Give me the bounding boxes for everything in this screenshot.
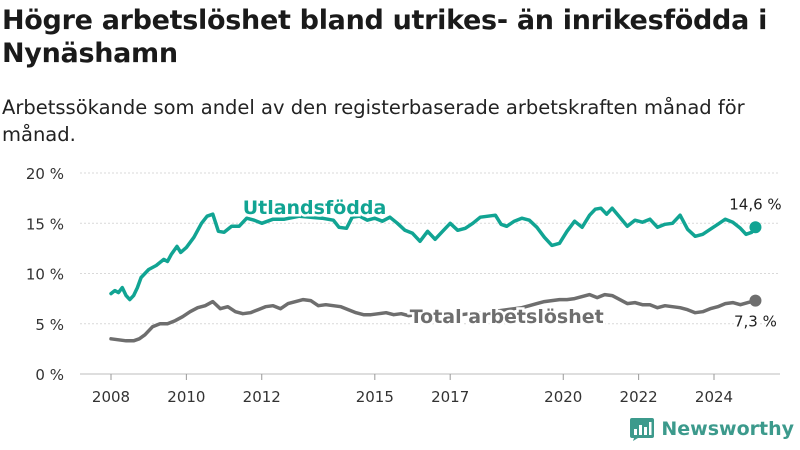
y-tick-label: 10 %	[26, 266, 64, 284]
y-tick-label: 0 %	[35, 366, 64, 384]
y-axis-tick-labels: 0 % 5 % 10 % 15 % 20 %	[26, 165, 64, 384]
series-end-marker	[749, 294, 762, 307]
end-value-label: 14,6 %	[729, 195, 781, 213]
series-lines	[109, 206, 762, 343]
x-tick-label: 2024	[695, 388, 733, 406]
grid-lines	[80, 172, 780, 375]
x-tick-label: 2010	[167, 388, 205, 406]
x-axis: 2008 2010 2012 2015 2017 2020 2022 2024	[92, 374, 733, 406]
y-tick-label: 15 %	[26, 215, 64, 233]
chart-subtitle: Arbetssökande som andel av den registerb…	[2, 96, 745, 146]
series-end-marker	[749, 221, 762, 234]
y-tick-label: 5 %	[35, 316, 64, 334]
x-tick-label: 2008	[92, 388, 130, 406]
series-name-label: Total arbetslöshet	[410, 306, 604, 328]
x-tick-label: 2012	[243, 388, 281, 406]
series-line	[109, 292, 758, 343]
x-tick-label: 2015	[356, 388, 394, 406]
x-tick-label: 2022	[620, 388, 658, 406]
y-tick-label: 20 %	[26, 165, 64, 183]
newsworthy-logo: Newsworthy	[629, 416, 794, 442]
brand-name: Newsworthy	[661, 418, 794, 440]
chart-title: Högre arbetslöshet bland utrikes- än inr…	[2, 5, 768, 69]
x-tick-label: 2020	[544, 388, 582, 406]
series-name-label: Utlandsfödda	[243, 197, 387, 219]
series-labels: Utlandsfödda 14,6 % Total arbetslöshet 7,3 …	[240, 193, 783, 332]
end-value-label: 7,3 %	[734, 313, 777, 331]
series-line	[109, 206, 758, 302]
x-tick-label: 2017	[431, 388, 469, 406]
bar-chart-logo-icon	[630, 418, 655, 441]
